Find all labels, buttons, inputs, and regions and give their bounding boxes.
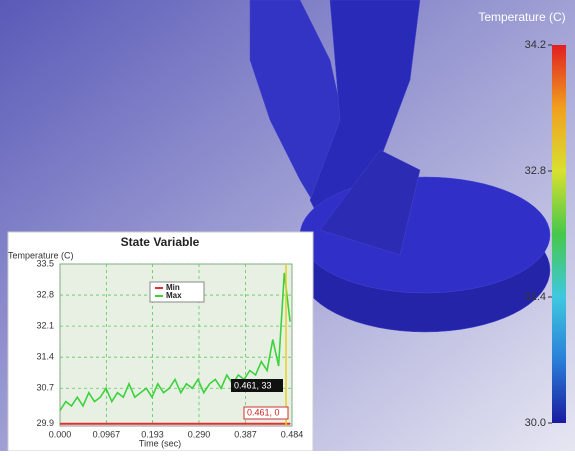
- colorbar-tick-label: 30.0: [525, 417, 546, 429]
- annotation: 0.461, 33: [234, 380, 272, 390]
- x-axis-label: Time (sec): [139, 438, 181, 448]
- legend-label: Max: [166, 291, 182, 300]
- y-tick-label: 30.7: [36, 383, 54, 393]
- x-tick-label: 0.193: [141, 429, 164, 439]
- colorbar-title: Temperature (C): [478, 10, 565, 24]
- chart-title: State Variable: [121, 235, 200, 249]
- y-tick-label: 33.5: [36, 258, 54, 268]
- page: Temperature (C) 34.2 32.8 31.4 30.0 State V…: [0, 0, 575, 456]
- colorbar: [552, 45, 566, 423]
- x-tick-label: 0.387: [234, 429, 257, 439]
- annotation: 0.461, 0: [247, 407, 280, 417]
- x-tick-label: 0.000: [49, 429, 72, 439]
- y-tick-label: 31.4: [36, 352, 54, 362]
- colorbar-tick-label: 31.4: [525, 291, 546, 303]
- x-tick-label: 0.290: [188, 429, 211, 439]
- x-tick-label: 0.0967: [93, 429, 121, 439]
- y-tick-label: 29.9: [36, 418, 54, 428]
- viewport: Temperature (C) 34.2 32.8 31.4 30.0 State V…: [0, 0, 575, 451]
- colorbar-tick-label: 32.8: [525, 165, 546, 177]
- x-tick-label: 0.484: [281, 429, 304, 439]
- y-tick-label: 32.1: [36, 321, 54, 331]
- colorbar-tick-label: 34.2: [525, 39, 546, 51]
- y-tick-label: 32.8: [36, 289, 54, 299]
